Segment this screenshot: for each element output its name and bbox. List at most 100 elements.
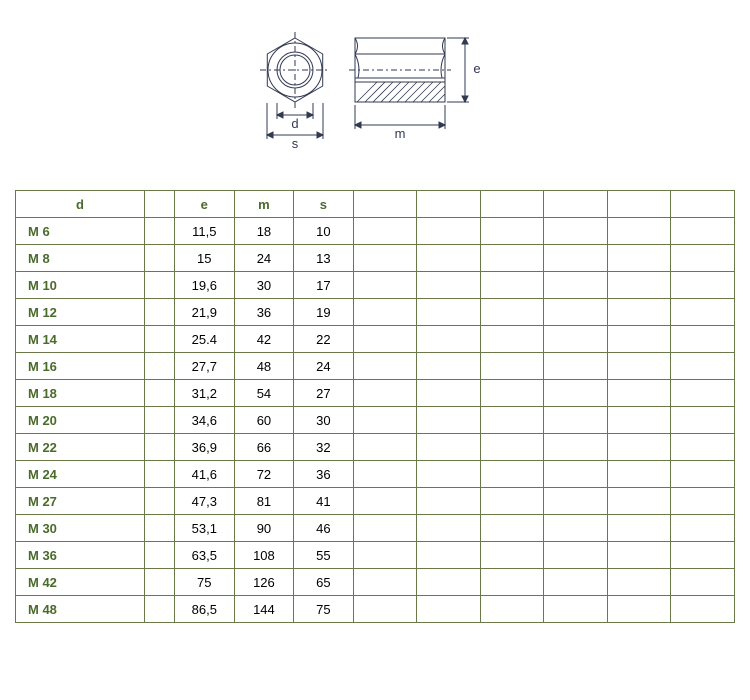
cell-e: 11,5 — [174, 218, 234, 245]
cell-empty — [607, 542, 671, 569]
dim-label-m: m — [395, 126, 406, 141]
cell-s: 24 — [294, 353, 353, 380]
cell-empty — [607, 515, 671, 542]
cell-m: 126 — [234, 569, 294, 596]
cell-empty — [480, 542, 544, 569]
cell-empty — [607, 488, 671, 515]
cell-m: 24 — [234, 245, 294, 272]
cell-m: 18 — [234, 218, 294, 245]
cell-m: 30 — [234, 272, 294, 299]
cell-d: M 8 — [16, 245, 145, 272]
cell-empty — [544, 299, 608, 326]
cell-empty — [480, 326, 544, 353]
cell-e: 63,5 — [174, 542, 234, 569]
cell-empty — [671, 596, 735, 623]
cell-empty — [353, 596, 417, 623]
table-row: M 1425.44222 — [16, 326, 735, 353]
cell-s: 10 — [294, 218, 353, 245]
table-row: M 8152413 — [16, 245, 735, 272]
cell-empty — [417, 380, 481, 407]
cell-empty — [353, 272, 417, 299]
cell-empty — [544, 380, 608, 407]
cell-empty — [671, 299, 735, 326]
cell-m: 66 — [234, 434, 294, 461]
cell-empty — [671, 515, 735, 542]
cell-d: M 27 — [16, 488, 145, 515]
cell-d: M 42 — [16, 569, 145, 596]
cell-empty — [353, 434, 417, 461]
cell-blank — [145, 299, 175, 326]
cell-s: 27 — [294, 380, 353, 407]
cell-blank — [145, 569, 175, 596]
cell-s: 41 — [294, 488, 353, 515]
cell-empty — [544, 218, 608, 245]
cell-empty — [607, 380, 671, 407]
table-row: M 611,51810 — [16, 218, 735, 245]
table-row: M 1627,74824 — [16, 353, 735, 380]
cell-empty — [671, 245, 735, 272]
cell-empty — [480, 299, 544, 326]
cell-empty — [544, 353, 608, 380]
table-header-row: d e m s — [16, 191, 735, 218]
cell-m: 54 — [234, 380, 294, 407]
cell-empty — [671, 461, 735, 488]
cell-empty — [480, 434, 544, 461]
header-empty — [544, 191, 608, 218]
cell-empty — [417, 461, 481, 488]
cell-empty — [417, 515, 481, 542]
table-row: M 2034,66030 — [16, 407, 735, 434]
cell-empty — [417, 596, 481, 623]
cell-blank — [145, 245, 175, 272]
cell-empty — [417, 434, 481, 461]
cell-empty — [417, 245, 481, 272]
cell-d: M 22 — [16, 434, 145, 461]
cell-s: 22 — [294, 326, 353, 353]
table-row: M 1831,25427 — [16, 380, 735, 407]
cell-empty — [544, 326, 608, 353]
cell-empty — [417, 488, 481, 515]
cell-empty — [544, 515, 608, 542]
cell-empty — [671, 380, 735, 407]
cell-empty — [480, 245, 544, 272]
cell-e: 34,6 — [174, 407, 234, 434]
cell-empty — [607, 353, 671, 380]
cell-empty — [671, 407, 735, 434]
cell-empty — [417, 569, 481, 596]
header-empty — [671, 191, 735, 218]
table-row: M 4886,514475 — [16, 596, 735, 623]
cell-blank — [145, 218, 175, 245]
header-s: s — [294, 191, 353, 218]
table-row: M 3053,19046 — [16, 515, 735, 542]
cell-empty — [671, 569, 735, 596]
cell-s: 13 — [294, 245, 353, 272]
cell-empty — [417, 299, 481, 326]
cell-e: 86,5 — [174, 596, 234, 623]
header-empty — [607, 191, 671, 218]
cell-empty — [544, 542, 608, 569]
cell-s: 19 — [294, 299, 353, 326]
cell-empty — [671, 272, 735, 299]
cell-empty — [671, 488, 735, 515]
cell-blank — [145, 272, 175, 299]
cell-empty — [607, 434, 671, 461]
cell-empty — [544, 569, 608, 596]
cell-empty — [544, 434, 608, 461]
cell-empty — [417, 326, 481, 353]
cell-blank — [145, 353, 175, 380]
cell-d: M 12 — [16, 299, 145, 326]
cell-empty — [480, 596, 544, 623]
cell-e: 47,3 — [174, 488, 234, 515]
header-m: m — [234, 191, 294, 218]
cell-d: M 36 — [16, 542, 145, 569]
cell-m: 48 — [234, 353, 294, 380]
cell-empty — [480, 272, 544, 299]
cell-empty — [607, 596, 671, 623]
cell-d: M 10 — [16, 272, 145, 299]
cell-e: 27,7 — [174, 353, 234, 380]
cell-e: 36,9 — [174, 434, 234, 461]
cell-empty — [480, 407, 544, 434]
cell-empty — [671, 542, 735, 569]
dimensions-table: d e m s M 611,51810M 8152413M 1019,63017… — [15, 190, 735, 623]
cell-empty — [480, 380, 544, 407]
cell-d: M 18 — [16, 380, 145, 407]
